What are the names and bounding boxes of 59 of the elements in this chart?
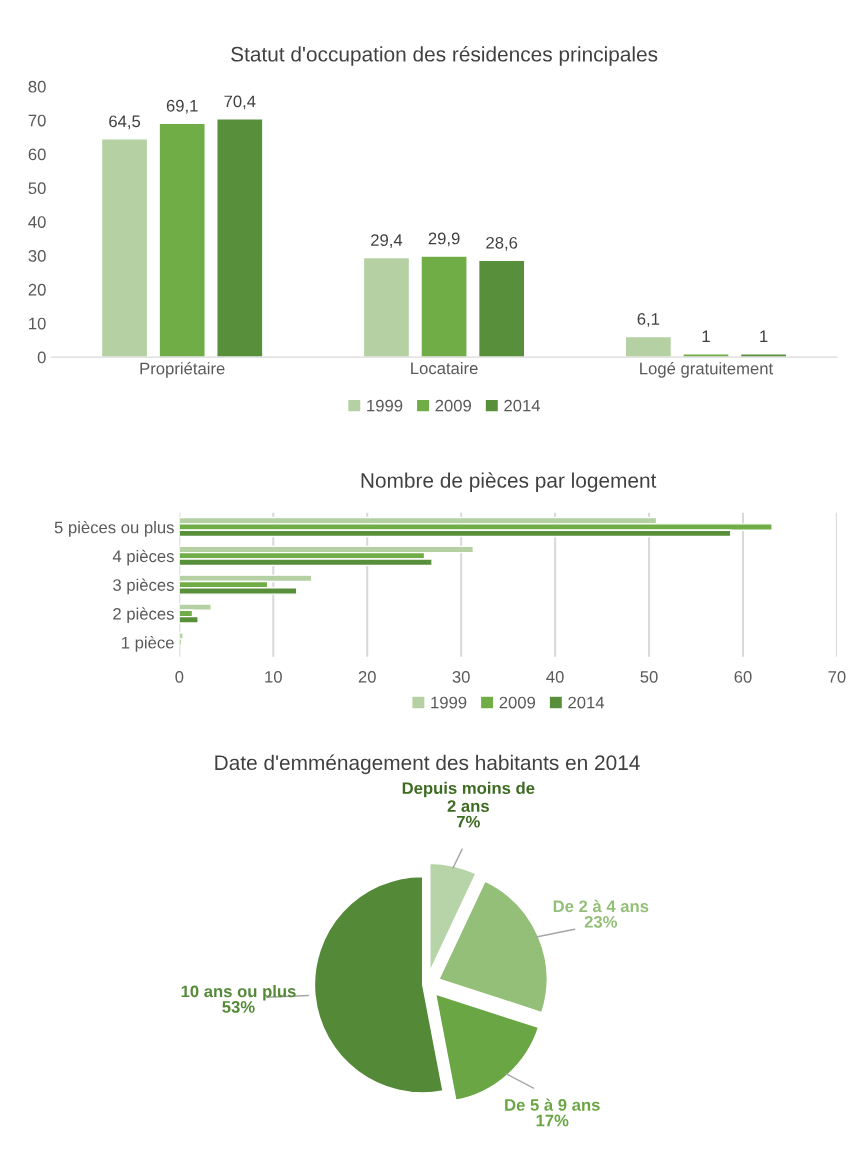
text: 70,4 [224,95,256,110]
bar [158,122,206,358]
bar [216,118,264,358]
text: 1 [702,330,710,342]
x-tick-label: Locataire [411,361,478,375]
y-tick-label: 30 [28,250,46,262]
x-tick-label: 0 [175,670,184,683]
legend-label: 2014 [568,696,605,709]
y-tick-label: 1 pièce [122,636,174,652]
bar [624,335,673,358]
legend-label: 2014 [504,399,541,412]
data-label: 23% [584,915,618,928]
x-tick-label: Logé gratuitement [640,361,774,378]
chart-title: Nombre de pièces par logement [361,472,657,492]
legend-label: 1999 [367,399,403,412]
x-tick-label: Propriétaire [140,361,225,378]
x-tick-label: 10 [265,670,282,683]
x-tick-label: 50 [640,670,658,683]
y-tick-label: 70 [28,114,46,127]
y-tick-label: 50 [28,182,46,195]
y-tick-label: 10 [29,317,46,330]
y-tick-label: 2 pièces [113,607,174,624]
data-label: 53% [222,1001,255,1013]
text: 69,1 [166,99,198,114]
y-tick-label: 5 pièces ou plus [54,520,174,537]
y-tick-label: 60 [28,148,46,161]
slice-label: De 5 à 9 ans [505,1098,600,1111]
y-tick-label: 40 [28,216,46,228]
bar [362,256,411,358]
text: 1 [760,330,768,342]
y-tick-label: 80 [28,80,46,93]
text: 64,5 [109,115,141,130]
text: 29,9 [428,232,460,247]
y-tick-label: 0 [37,351,46,364]
bar [477,259,526,358]
slice-label: 10 ans ou plus [181,985,296,1001]
text: 29,4 [371,234,403,248]
legend-label: 2009 [499,696,536,709]
chart-title: Date d'emménagement des habitants en 2014 [215,754,640,775]
data-label: 7% [456,815,480,828]
x-tick-label: 20 [358,670,376,683]
legend-label: 1999 [431,696,467,709]
y-tick-label: 20 [28,283,46,296]
text: 6,1 [637,313,660,327]
data-label: 17% [536,1114,569,1127]
slice-label: De 2 à 4 ans [553,899,649,913]
bar [420,255,468,358]
y-tick-label: 4 pièces [112,549,174,566]
chart-title: Statut d'occupation des résidences principales [231,46,658,66]
bar [179,574,313,583]
bar [100,138,149,358]
slice-label: Depuis moins de 2 ans [402,781,535,812]
text: 28,6 [486,236,518,251]
x-tick-label: 40 [546,670,564,683]
legend-label: 2009 [435,399,471,412]
x-tick-label: 30 [452,670,470,683]
y-tick-label: 3 pièces [113,578,174,595]
x-tick-label: 70 [828,670,846,683]
x-tick-label: 60 [734,670,752,683]
